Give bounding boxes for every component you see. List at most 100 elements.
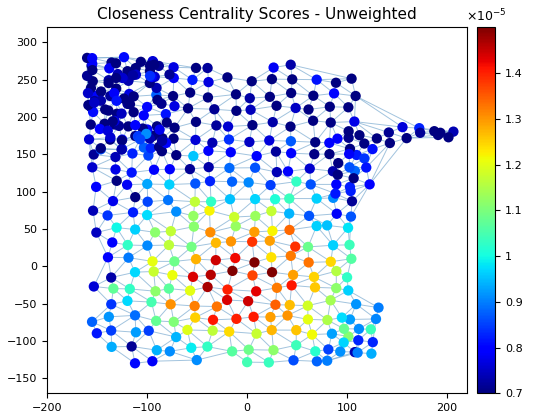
- Point: [147, 299, 156, 305]
- Point: [332, 79, 340, 86]
- Point: [203, 94, 212, 101]
- Point: [329, 242, 338, 249]
- Point: [150, 61, 158, 68]
- Point: [131, 65, 140, 71]
- Point: [333, 171, 342, 178]
- Point: [170, 103, 179, 110]
- Point: [204, 79, 213, 85]
- Point: [165, 241, 174, 248]
- Point: [265, 137, 274, 144]
- Point: [131, 194, 140, 200]
- Point: [346, 184, 354, 190]
- Point: [268, 228, 277, 234]
- Point: [169, 93, 178, 100]
- Point: [291, 105, 300, 111]
- Point: [107, 327, 116, 334]
- Point: [344, 224, 353, 231]
- Point: [371, 315, 380, 322]
- Point: [348, 198, 357, 205]
- Point: [113, 110, 122, 117]
- Point: [242, 359, 251, 365]
- Point: [104, 107, 113, 114]
- Point: [85, 136, 94, 143]
- Point: [169, 64, 178, 71]
- Point: [344, 287, 353, 294]
- Point: [353, 349, 362, 356]
- Point: [304, 244, 312, 250]
- Point: [165, 71, 174, 78]
- Point: [172, 334, 181, 341]
- Point: [165, 348, 174, 355]
- Point: [130, 226, 139, 233]
- Point: [113, 71, 122, 77]
- Point: [346, 188, 355, 194]
- Point: [228, 268, 237, 274]
- Point: [310, 151, 319, 158]
- Point: [90, 98, 99, 105]
- Point: [273, 284, 282, 291]
- Point: [232, 108, 241, 114]
- Point: [398, 124, 407, 131]
- Point: [368, 339, 377, 346]
- Point: [345, 241, 354, 248]
- Point: [227, 238, 236, 245]
- Point: [323, 357, 332, 364]
- Point: [347, 75, 356, 82]
- Point: [430, 128, 439, 134]
- Point: [96, 145, 105, 152]
- Point: [304, 106, 313, 113]
- Point: [169, 135, 178, 142]
- Point: [152, 84, 161, 91]
- Point: [84, 102, 93, 108]
- Point: [267, 327, 276, 333]
- Point: [101, 106, 110, 113]
- Point: [251, 196, 260, 202]
- Point: [227, 178, 236, 185]
- Point: [244, 346, 253, 353]
- Point: [161, 111, 170, 118]
- Point: [323, 317, 332, 323]
- Point: [90, 283, 99, 290]
- Point: [87, 318, 96, 325]
- Point: [345, 164, 354, 171]
- Point: [130, 360, 139, 367]
- Point: [265, 94, 274, 100]
- Point: [283, 312, 292, 319]
- Point: [268, 76, 277, 82]
- Point: [245, 139, 254, 145]
- Point: [110, 121, 119, 128]
- Point: [189, 223, 198, 230]
- Point: [306, 181, 315, 188]
- Point: [124, 255, 133, 261]
- Point: [145, 80, 154, 87]
- Point: [96, 146, 105, 153]
- Point: [289, 357, 298, 364]
- Point: [252, 153, 261, 160]
- Point: [351, 349, 360, 355]
- Point: [270, 196, 279, 202]
- Point: [350, 118, 359, 125]
- Point: [86, 121, 95, 128]
- Point: [332, 181, 341, 188]
- Point: [365, 181, 374, 188]
- Point: [139, 112, 148, 119]
- Point: [333, 135, 342, 142]
- Point: [211, 257, 220, 263]
- Point: [104, 80, 113, 87]
- Point: [143, 198, 152, 205]
- Point: [118, 146, 127, 152]
- Point: [384, 129, 393, 136]
- Point: [355, 132, 364, 139]
- Point: [285, 302, 294, 308]
- Point: [267, 254, 276, 261]
- Point: [157, 148, 166, 155]
- Point: [155, 63, 164, 69]
- Point: [304, 259, 313, 266]
- Point: [92, 229, 101, 236]
- Point: [166, 228, 175, 234]
- Point: [286, 252, 295, 259]
- Point: [190, 303, 199, 310]
- Point: [187, 344, 196, 351]
- Point: [252, 330, 261, 337]
- Point: [305, 213, 314, 219]
